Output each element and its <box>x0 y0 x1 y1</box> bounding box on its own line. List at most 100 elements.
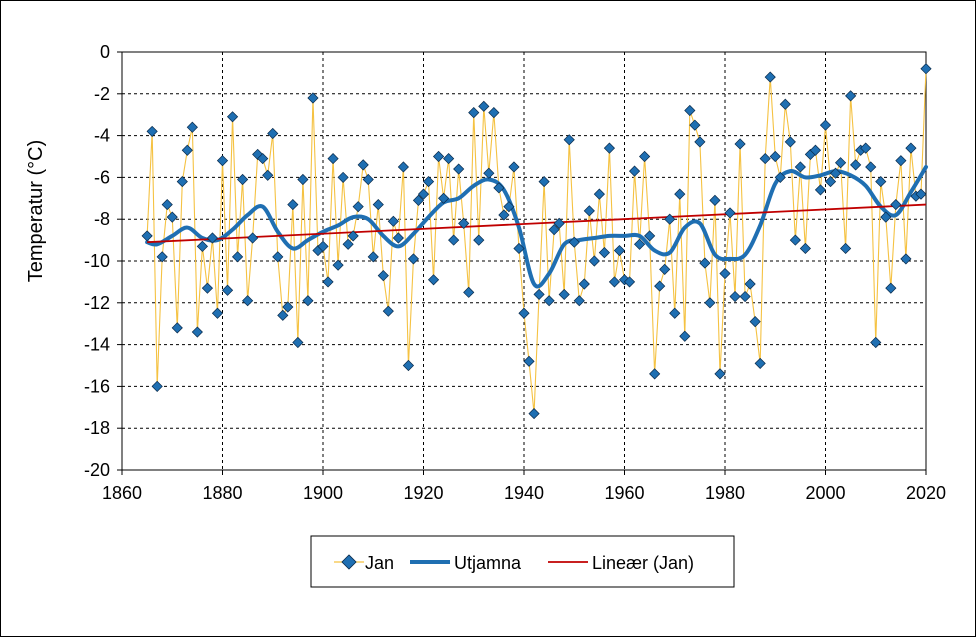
series-jan-point <box>543 295 555 307</box>
series-jan-point <box>292 336 304 349</box>
series-jan-point <box>342 238 354 250</box>
series-jan-point <box>633 238 646 250</box>
series-jan-point <box>669 307 681 319</box>
series-jan-point <box>814 184 827 196</box>
series-jan-point <box>774 171 786 183</box>
series-jan-point <box>895 155 907 167</box>
series-jan-point <box>608 276 621 288</box>
series-jan-point <box>890 198 902 211</box>
legend-utjamna-label: Utjamna <box>454 553 522 573</box>
series-jan-point <box>764 71 776 83</box>
series-jan-point <box>221 284 234 296</box>
x-tick-label: 1960 <box>604 483 644 503</box>
series-jan-point <box>880 211 892 223</box>
series-jan-point <box>754 357 766 369</box>
series-jan-point <box>654 280 666 292</box>
series-jan-point <box>538 175 550 188</box>
series-jan-point <box>297 173 309 186</box>
series-jan-point <box>392 232 404 244</box>
series-jan-point <box>865 161 877 173</box>
series-jan-point <box>729 290 741 303</box>
series-jan-point <box>151 380 163 392</box>
series-jan-point <box>267 127 279 140</box>
series-jan-point <box>287 198 299 211</box>
series-jan-point <box>247 232 259 244</box>
series-jan-point <box>834 157 847 169</box>
series-jan-point <box>438 192 450 204</box>
legend-box <box>310 535 735 588</box>
series-jan-point <box>141 230 153 242</box>
x-tick-label: 1880 <box>202 483 242 503</box>
series-jan-point <box>257 153 269 165</box>
series-jan-point <box>920 63 932 75</box>
series-jan-point <box>302 295 314 307</box>
series-jan-point <box>628 165 641 177</box>
series-jan-point <box>443 153 455 165</box>
series-jan-point <box>427 274 440 286</box>
series-jan-point <box>779 98 791 110</box>
series-jan-point <box>362 173 374 186</box>
series-jan-point <box>282 301 294 313</box>
series-jan-point <box>639 150 651 163</box>
series-jan-point <box>518 307 530 319</box>
y-tick-label: -8 <box>94 209 110 229</box>
series-jan-point <box>422 175 435 188</box>
series-jan-point <box>352 201 364 213</box>
series-jan-point <box>277 309 289 321</box>
legend-jan-marker <box>341 554 357 570</box>
y-tick-label: -18 <box>84 418 110 438</box>
series-jan-point <box>583 205 595 217</box>
series-jan-point <box>483 167 495 179</box>
series-jan-point <box>262 169 274 181</box>
series-jan-point <box>664 213 676 225</box>
x-tick-label: 1860 <box>102 483 142 503</box>
series-jan-point <box>488 107 500 119</box>
series-jan-point <box>649 368 661 380</box>
series-jan-point <box>498 209 510 221</box>
series-jan-point <box>744 278 756 290</box>
x-axis-ticks: 1860 1880 1900 1920 1940 1960 1980 2000 2020 <box>102 470 946 503</box>
series-jan-point <box>593 188 605 200</box>
y-tick-label: 0 <box>100 42 110 62</box>
series-jan-point <box>915 188 927 200</box>
y-tick-label: -4 <box>94 126 110 146</box>
series-utjamna-line <box>145 164 928 289</box>
legend-jan-label: Jan <box>365 553 394 573</box>
y-tick-label: -6 <box>94 167 110 187</box>
series-jan-point <box>453 163 465 175</box>
series-jan-point <box>317 240 329 252</box>
series-jan-point <box>161 198 173 211</box>
y-tick-label: -14 <box>84 335 110 355</box>
series-jan-point <box>824 175 837 188</box>
series-jan-point <box>714 368 726 380</box>
series-jan-point <box>473 234 485 246</box>
series-jan-point <box>533 288 545 301</box>
series-jan-point <box>704 297 716 309</box>
series-jan-point <box>206 232 219 244</box>
series-jan-point <box>493 182 505 194</box>
series-jan-point <box>875 175 887 188</box>
series-jan-point <box>211 307 224 319</box>
series-jan-point <box>272 251 284 263</box>
x-tick-label: 1980 <box>705 483 745 503</box>
series-jan-point <box>513 242 525 255</box>
y-tick-label: -2 <box>94 84 110 104</box>
series-jan-point <box>809 144 822 156</box>
series-jan-point <box>623 276 636 288</box>
series-jan-point <box>332 259 344 271</box>
series-jan-point <box>191 326 203 338</box>
series-jan-point <box>231 251 244 263</box>
legend-trend-label: Lineær (Jan) <box>592 553 694 573</box>
series-jan-point <box>759 153 771 165</box>
series-jan-point <box>588 255 600 267</box>
series-jan-point <box>397 161 409 173</box>
y-tick-label: -16 <box>84 376 110 396</box>
series-jan-point <box>196 240 208 252</box>
series-jan-point <box>598 247 610 259</box>
series-jan-point <box>548 224 560 236</box>
series-jan-point <box>734 138 746 150</box>
series-jan-point <box>769 150 781 163</box>
series-jan-point <box>458 217 470 229</box>
